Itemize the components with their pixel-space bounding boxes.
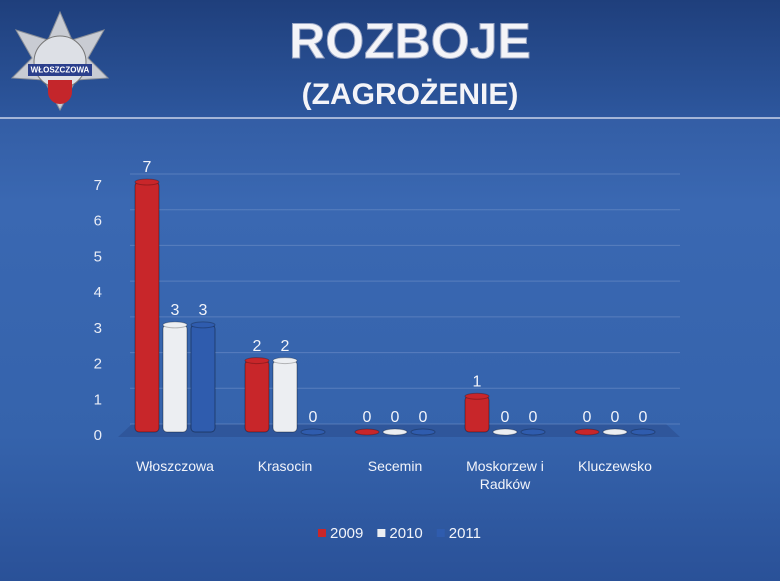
bar-cap (244, 357, 270, 365)
x-tick-label: Moskorzew i Radków (466, 458, 544, 492)
bar-cap (354, 428, 380, 436)
legend-label: 2011 (449, 525, 481, 542)
legend-swatch (377, 529, 386, 537)
legend-swatch (436, 529, 445, 537)
y-tick-label: 7 (94, 177, 102, 194)
chart-subtitle: (ZAGROŻENIE) (302, 78, 519, 111)
bar (190, 324, 216, 433)
bar-cap (382, 428, 408, 436)
bar-cap (492, 428, 518, 436)
data-label: 0 (309, 409, 318, 426)
x-tick-label: Krasocin (257, 458, 313, 474)
y-tick-label: 6 (94, 213, 102, 230)
logo-text: WŁOSZCZOWA (31, 66, 90, 75)
y-tick-label: 4 (94, 284, 102, 301)
data-label: 0 (501, 409, 510, 426)
bar-cap (520, 428, 546, 436)
x-tick-label: Secemin (367, 458, 423, 474)
data-label: 0 (639, 409, 648, 426)
y-tick-label: 0 (94, 427, 102, 444)
bar-cap (410, 428, 436, 436)
bar-cap (272, 357, 298, 365)
bar (272, 360, 298, 433)
data-label: 0 (363, 409, 372, 426)
data-label: 0 (419, 409, 428, 426)
data-label: 0 (583, 409, 592, 426)
legend-swatch (318, 529, 326, 537)
bar-cap (162, 321, 188, 329)
bar-cap (134, 178, 160, 186)
chart-title: ROZBOJE (289, 13, 531, 69)
data-label: 0 (611, 409, 620, 426)
bar-cap (574, 428, 600, 436)
bar (162, 324, 188, 433)
x-tick-label: Kluczewsko (578, 458, 652, 474)
data-label: 1 (473, 374, 482, 391)
bar-cap (300, 428, 326, 436)
bar-cap (464, 392, 490, 400)
data-label: 2 (253, 338, 262, 355)
bar (244, 360, 270, 433)
logo: WŁOSZCZOWA (10, 10, 110, 112)
data-label: 0 (391, 409, 400, 426)
y-tick-label: 2 (94, 356, 102, 373)
legend-label: 2009 (330, 525, 363, 542)
data-label: 2 (281, 338, 290, 355)
x-tick-label: Włoszczowa (136, 458, 214, 474)
bar (134, 181, 160, 433)
data-label: 3 (171, 302, 180, 319)
data-label: 7 (143, 159, 152, 176)
data-label: 3 (199, 302, 208, 319)
bar-cap (630, 428, 656, 436)
y-tick-label: 3 (94, 320, 102, 337)
legend-label: 2010 (389, 525, 422, 542)
bar-cap (190, 321, 216, 329)
y-tick-label: 1 (94, 391, 102, 408)
bar (464, 395, 490, 433)
y-tick-label: 5 (94, 248, 102, 265)
bar-cap (602, 428, 628, 436)
data-label: 0 (529, 409, 538, 426)
header-band (0, 0, 780, 118)
